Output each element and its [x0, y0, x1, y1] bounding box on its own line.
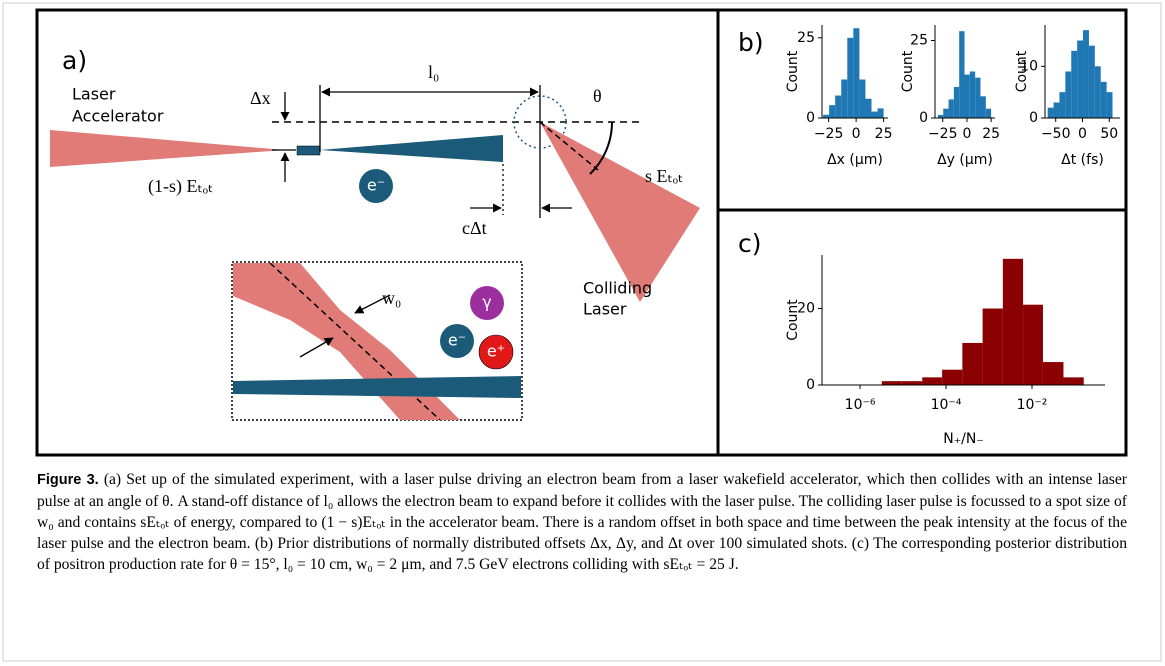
bar [1023, 305, 1043, 385]
bar [1003, 259, 1023, 385]
bar [841, 80, 847, 118]
x-tick-label: 25 [982, 126, 1000, 142]
label: e⁺ [487, 342, 505, 361]
bar [1054, 103, 1060, 119]
bar [1107, 92, 1113, 118]
bar [1089, 46, 1095, 118]
bar [959, 31, 964, 118]
x-axis-label: N₊/N₋ [943, 431, 983, 447]
bar [872, 112, 878, 118]
x-tick-label: −25 [814, 126, 844, 142]
label: θ [593, 86, 602, 106]
label: Laser [583, 300, 627, 319]
electron-bunch [297, 146, 320, 155]
panel-label: b) [738, 28, 764, 57]
bar [878, 108, 884, 118]
y-tick-label: 0 [919, 110, 928, 126]
bar [986, 109, 991, 118]
bar [1063, 377, 1083, 385]
y-axis-label: Count [1014, 50, 1030, 92]
bar [954, 87, 959, 118]
bar [1059, 92, 1065, 118]
label: s Eₜₒₜ [645, 166, 683, 186]
bar [962, 343, 982, 385]
label: Colliding [583, 279, 652, 298]
bar [1043, 362, 1064, 385]
bar [835, 96, 841, 118]
bar [965, 75, 970, 118]
bar [1095, 66, 1101, 118]
label: Δx [250, 88, 271, 108]
caption-text: (a) Set up of the simulated experiment, … [37, 471, 1127, 573]
x-tick-label: 10⁻⁴ [931, 397, 962, 413]
caption-label: Figure 3. [37, 472, 99, 488]
bar [1101, 82, 1107, 118]
bar [902, 381, 923, 385]
electron-beam [320, 135, 503, 162]
x-tick-label: 0 [1078, 126, 1087, 142]
bar [829, 105, 835, 118]
y-axis-label: Count [900, 50, 916, 92]
bar [922, 377, 942, 385]
x-tick-label: 10⁻⁶ [845, 397, 876, 413]
label: w₀ [382, 288, 401, 308]
bar [983, 309, 1003, 385]
bar [1077, 41, 1083, 119]
colliding-laser [540, 122, 700, 302]
x-tick-label: 25 [875, 126, 893, 142]
y-tick-label: 25 [797, 30, 815, 46]
label: e⁻ [367, 176, 385, 195]
bar [943, 109, 948, 118]
caption: Figure 3. (a) Set up of the simulated ex… [37, 469, 1127, 575]
y-axis-label: Count [785, 299, 801, 341]
bar [949, 99, 954, 118]
bar [1083, 30, 1089, 118]
y-tick-label: 0 [806, 377, 815, 393]
bar [853, 28, 859, 118]
label: l₀ [428, 62, 439, 82]
bar [865, 99, 871, 118]
label: cΔt [462, 218, 487, 238]
y-tick-label: 25 [910, 33, 928, 49]
accelerator-laser [50, 130, 285, 167]
panel-label: a) [62, 46, 87, 75]
bar [975, 78, 980, 118]
x-axis-label: Δt (fs) [1061, 152, 1104, 168]
diagram: a) Δx Laser Accelerator l₀ θ s Eₜₒₜ (1-s… [50, 46, 700, 420]
bar [1065, 72, 1071, 119]
x-axis-label: Δx (μm) [827, 152, 883, 168]
y-tick-label: 0 [1029, 110, 1038, 126]
label: γ [482, 293, 491, 312]
x-tick-label: 0 [852, 126, 861, 142]
y-axis-label: Count [785, 50, 801, 92]
bar [970, 72, 975, 119]
label: Laser [72, 85, 116, 104]
x-tick-label: −25 [928, 126, 958, 142]
x-tick-label: 50 [1100, 126, 1118, 142]
bar [882, 381, 902, 385]
page: {"diagram": {"panel_label": "a)", "label… [0, 0, 1165, 666]
bar [1071, 51, 1077, 118]
label: (1-s) Eₜₒₜ [148, 176, 213, 197]
label: Accelerator [72, 107, 164, 126]
y-tick-label: 0 [806, 110, 815, 126]
panel-label: c) [738, 229, 762, 258]
label: e⁻ [448, 331, 466, 350]
bar [942, 370, 962, 385]
x-axis-label: Δy (μm) [937, 152, 993, 168]
x-tick-label: 10⁻² [1017, 397, 1048, 413]
bar [847, 38, 853, 118]
bar [859, 80, 865, 118]
x-tick-label: 0 [962, 126, 971, 142]
x-tick-label: −50 [1041, 126, 1071, 142]
bar [1048, 108, 1054, 118]
bar [980, 96, 985, 118]
